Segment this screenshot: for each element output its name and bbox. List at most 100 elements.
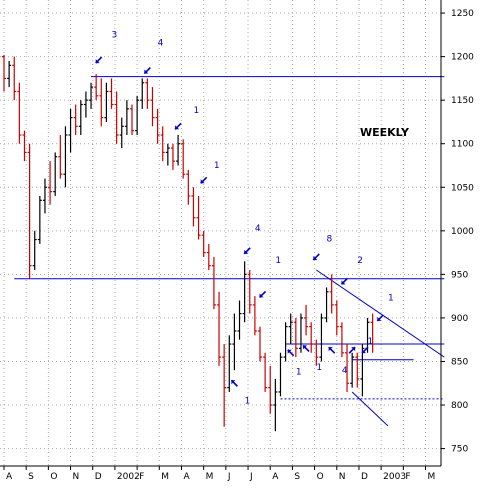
ohlc-bar [119,117,124,149]
ohlc-bar [165,143,170,166]
ohlc-bar [350,352,355,388]
x-tick-label: F [139,472,144,482]
y-tick-label: 850 [451,357,468,367]
ohlc-bar [78,100,83,136]
ohlc-bar [37,195,42,244]
ohlc-bar [58,135,63,179]
y-tick-label: 1150 [451,96,474,106]
ohlc-bar [42,178,47,214]
wave-arrow [143,66,151,75]
ohlc-bar [268,365,273,414]
x-tick-label: F [405,472,410,482]
y-tick-label: 1000 [451,227,474,237]
wave-arrow [340,277,349,285]
wave-count-label: 1 [275,256,281,266]
axis-layer: 750 800 850 900 950 1000 1050 1100 1150 1200 1250 A… [0,0,474,482]
arrow-head [259,293,264,298]
wave-count-label: 1 [296,368,302,378]
chart-title: WEEKLY [360,126,410,139]
ohlc-bar [232,313,237,371]
x-tick-label: M [161,472,169,482]
ohlc-bar [319,313,324,362]
trendline-downtrend-upper [316,269,445,358]
x-tick-label: 2002 [117,472,140,482]
wave-count-label: 1 [316,363,322,373]
ohlc-bar [247,270,252,314]
ohlc-bar [94,74,99,101]
arrow-head [244,249,249,254]
ohlc-bar [314,339,319,366]
ohlc-bar [63,126,68,188]
ohlc-bar [17,82,22,144]
ohlc-bar [186,169,191,205]
x-tick-label: O [50,472,57,482]
ohlc-bar [334,300,339,336]
wave-arrow [287,349,295,357]
ohlc-bar [170,143,175,170]
ohlc-bar [217,291,222,366]
x-tick-label: O [317,472,324,482]
wave-arrow [376,314,384,322]
ohlc-bar [135,95,140,136]
ohlc-bar [329,274,334,314]
wave-count-label: 4 [255,224,261,234]
ohlc-bar [293,317,298,358]
wave-count-label: 3 [112,30,118,40]
x-tick-label: M [206,472,214,482]
arrow-head [351,347,356,352]
arrow-head [303,345,308,350]
ohlc-bar [273,378,278,432]
ohlc-bar [48,161,53,205]
x-tick-label: A [6,472,13,482]
ohlc-bar [73,104,78,136]
ohlc-bar [288,313,293,345]
arrow-head [377,316,382,321]
y-tick-label: 1100 [451,140,474,150]
ohlc-bar [27,143,32,279]
ohlc-bar [324,287,329,323]
x-tick-label: J [227,472,231,482]
ohlc-bar [345,344,350,392]
ohlc-bar [304,304,309,336]
wave-count-label: 1 [368,337,374,347]
ohlc-bar [150,87,155,127]
y-tick-label: 1200 [451,53,474,63]
x-tick-label: S [294,472,300,482]
ohlc-bar [53,152,58,196]
ohlc-bar [191,187,196,227]
ohlc-bar [176,135,181,166]
wave-count-label: 2 [357,256,363,266]
ohlc-bar [114,91,119,144]
wave-count-label: 1 [388,294,394,304]
arrow-head [144,69,149,74]
wave-count-label: 4 [342,366,348,376]
wave-arrow [200,176,208,184]
y-tick-label: 750 [451,445,468,455]
y-tick-label: 1250 [451,9,474,19]
x-tick-label: N [73,472,80,482]
grid-layer [0,0,441,466]
wave-arrow [174,122,182,130]
ohlc-bar [252,296,257,336]
ohlc-bar [263,352,268,392]
wave-arrow [258,290,267,298]
ohlc-bar [89,82,94,109]
ohlc-bar [237,300,242,340]
ohlc-bar [99,78,104,127]
arrow-head [200,179,205,184]
ohlc-bar [145,78,150,109]
trendline-wedge-lower [351,391,389,427]
ohlc-bar [104,82,109,122]
x-tick-label: D [95,472,102,482]
ohlc-bar [7,60,12,88]
ohlc-bar [242,261,247,323]
arrow-head [95,59,100,64]
arrow-head [287,349,292,354]
x-tick-label: N [339,472,346,482]
x-tick-label: 2003 [383,472,406,482]
x-tick-label: J [249,472,253,482]
ohlc-bar [309,322,314,353]
y-tick-label: 900 [451,314,468,324]
x-tick-label: S [28,472,34,482]
ohlc-bar [83,91,88,118]
